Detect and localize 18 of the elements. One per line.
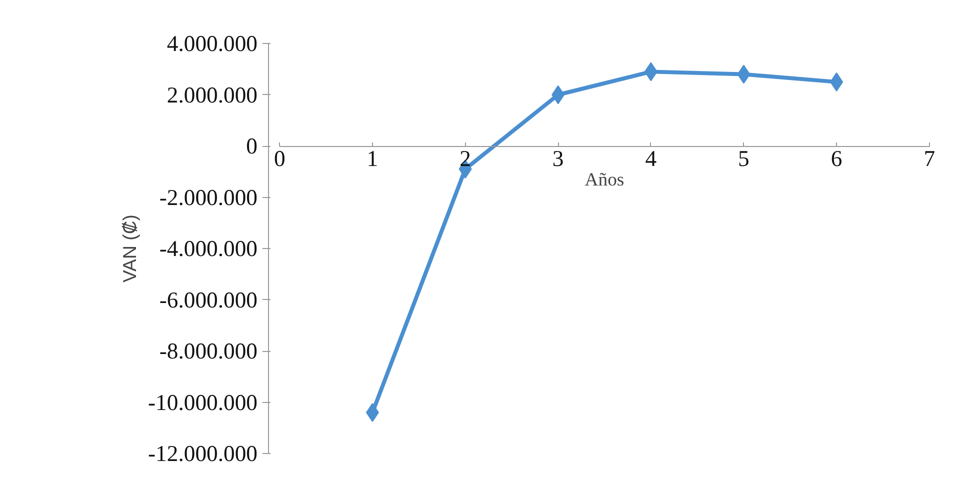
y-tick-label: -12.000.000 [148, 441, 258, 466]
x-tick-label: 0 [274, 146, 286, 171]
x-tick-label: 4 [645, 146, 657, 171]
x-tick-label: 7 [924, 146, 936, 171]
y-tick-label: -6.000.000 [159, 287, 258, 312]
y-tick-label: 4.000.000 [166, 31, 258, 56]
point [366, 403, 379, 422]
x-tick-label: 5 [738, 146, 750, 171]
x-tick-label: 3 [552, 146, 564, 171]
y-tick-label: -10.000.000 [148, 390, 258, 415]
x-axis-title: Años [584, 170, 624, 190]
x-tick-label: 1 [366, 146, 378, 171]
y-tick-label: 2.000.000 [166, 82, 258, 108]
y-tick-label: -4.000.000 [159, 236, 258, 261]
y-tick-label: -2.000.000 [159, 184, 258, 210]
y-axis-title: VAN (₡) [119, 214, 140, 283]
x-tick-label: 6 [830, 146, 842, 171]
y-tick-label: -8.000.000 [159, 338, 258, 364]
